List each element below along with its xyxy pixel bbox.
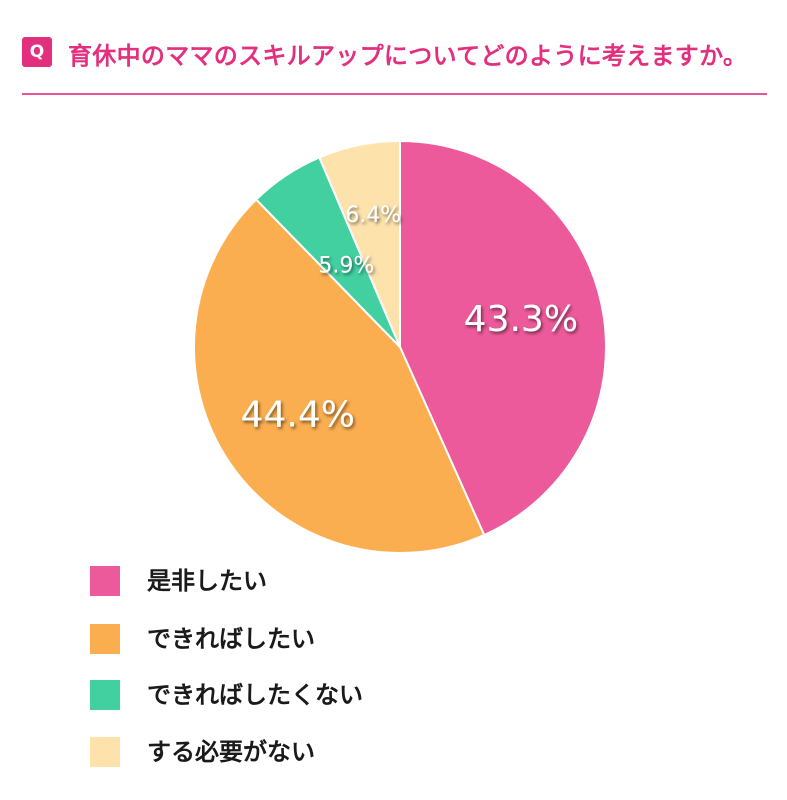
legend-label: できればしたくない bbox=[147, 680, 363, 710]
legend-swatch bbox=[90, 680, 120, 710]
pie-chart: 43.3% 44.4% 5.9% 6.4% bbox=[0, 0, 787, 560]
legend-item: できればしたくない bbox=[90, 680, 450, 712]
legend-label: する必要がない bbox=[147, 737, 315, 767]
legend-item: 是非したい bbox=[90, 566, 450, 598]
slice-label: 6.4% bbox=[345, 203, 401, 228]
slice-label: 44.4% bbox=[241, 394, 355, 435]
legend-swatch bbox=[90, 624, 120, 654]
legend-item: できればしたい bbox=[90, 624, 450, 656]
slice-label: 43.3% bbox=[464, 299, 578, 340]
legend-item: する必要がない bbox=[90, 737, 450, 769]
legend-label: 是非したい bbox=[147, 566, 267, 596]
legend-swatch bbox=[90, 737, 120, 767]
slice-label: 5.9% bbox=[318, 253, 374, 278]
legend-swatch bbox=[90, 566, 120, 596]
legend-label: できればしたい bbox=[147, 624, 315, 654]
